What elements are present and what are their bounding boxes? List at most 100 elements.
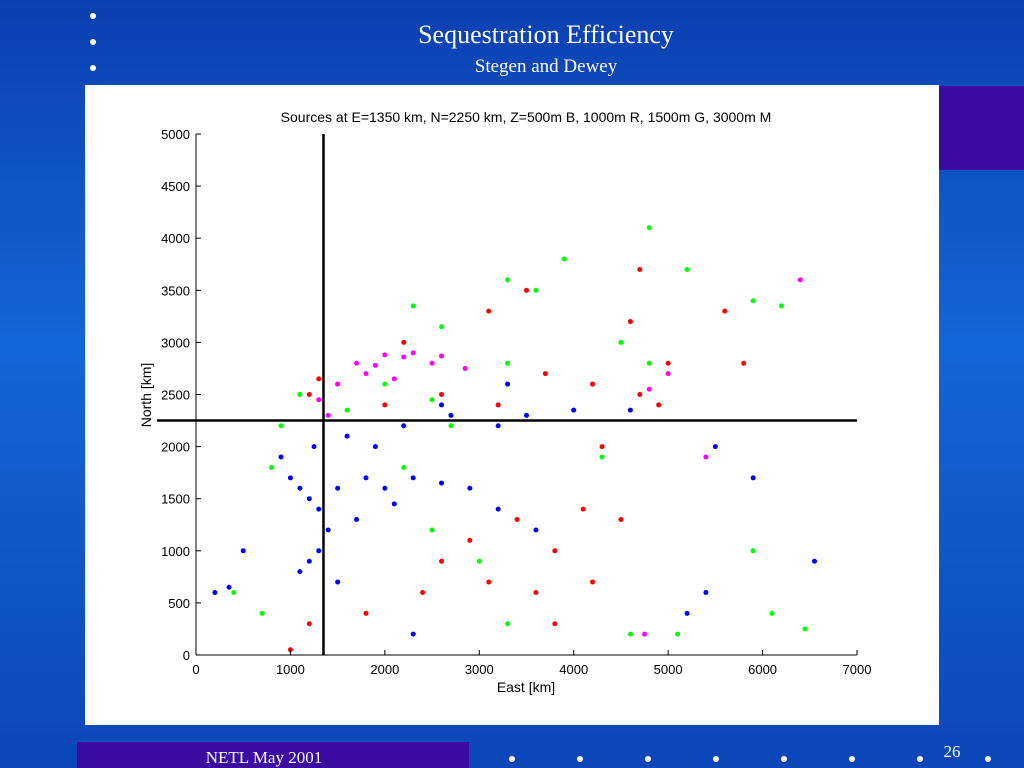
- y-tick-label: 3000: [161, 335, 190, 350]
- chart-title: Sources at E=1350 km, N=2250 km, Z=500m …: [281, 109, 772, 125]
- scatter-point: [646, 360, 652, 366]
- footer-bar: NETL May 2001: [77, 742, 469, 768]
- scatter-point: [750, 475, 756, 481]
- scatter-point: [552, 548, 558, 554]
- scatter-point: [684, 266, 690, 272]
- x-axis-label: East [km]: [497, 679, 555, 695]
- axis-ticks: 0 1000 2000 3000 4000 5000 6000 7000 0 500 1000 150…: [161, 127, 871, 677]
- x-tick-label: 5000: [654, 662, 683, 677]
- scatter-point: [226, 584, 232, 590]
- scatter-point: [335, 579, 341, 585]
- scatter-point: [363, 475, 369, 481]
- scatter-point: [712, 444, 718, 450]
- scatter-point: [769, 610, 775, 616]
- scatter-point: [439, 480, 445, 486]
- scatter-point: [637, 266, 643, 272]
- scatter-point: [665, 360, 671, 366]
- scatter-point: [287, 475, 293, 481]
- scatter-point: [448, 412, 454, 418]
- scatter-point: [382, 381, 388, 387]
- scatter-point: [439, 402, 445, 408]
- scatter-point: [316, 548, 322, 554]
- scatter-point: [297, 392, 303, 397]
- scatter-point: [741, 360, 747, 366]
- scatter-point: [812, 558, 818, 564]
- scatter-point: [590, 579, 596, 585]
- scatter-point: [410, 303, 416, 309]
- y-tick-label: 2500: [161, 388, 190, 403]
- scatter-point: [571, 407, 577, 413]
- scatter-point: [439, 558, 445, 564]
- scatter-point: [325, 527, 331, 533]
- scatter-point: [656, 402, 662, 408]
- scatter-point: [354, 360, 360, 366]
- scatter-point: [524, 412, 529, 418]
- scatter-point: [344, 433, 350, 439]
- scatter-point: [533, 527, 539, 533]
- scatter-point: [486, 308, 492, 314]
- footer-dot-6: [849, 756, 855, 762]
- scatter-point: [514, 517, 520, 523]
- scatter-point: [561, 256, 567, 262]
- scatter-point: [590, 381, 596, 387]
- scatter-point: [278, 423, 284, 429]
- scatter-point: [542, 371, 548, 377]
- scatter-point: [306, 558, 312, 564]
- scatter-point: [401, 339, 407, 345]
- scatter-point: [448, 423, 454, 429]
- scatter-point: [240, 548, 246, 554]
- scatter-point: [642, 631, 648, 637]
- scatter-point: [618, 339, 624, 345]
- scatter-point: [325, 412, 331, 418]
- scatter-point: [382, 485, 388, 491]
- scatter-point: [259, 610, 265, 616]
- scatter-point: [802, 626, 808, 632]
- scatter-point: [297, 485, 303, 491]
- scatter-point: [646, 225, 652, 231]
- scatter-point: [354, 517, 360, 523]
- scatter-point: [363, 610, 369, 616]
- scatter-point: [703, 589, 709, 595]
- scatter-point: [646, 386, 652, 392]
- scatter-point: [599, 454, 605, 460]
- y-tick-label: 2000: [161, 440, 190, 455]
- footer-dot-5: [781, 756, 787, 762]
- y-axis-label: North [km]: [138, 363, 154, 428]
- scatter-point: [439, 353, 445, 359]
- scatter-point: [533, 287, 539, 293]
- scatter-point: [429, 397, 435, 403]
- footer-dot-8: [985, 756, 991, 762]
- scatter-point: [665, 371, 671, 377]
- scatter-point: [722, 308, 728, 314]
- bullet-dot-1: [90, 13, 96, 19]
- y-tick-label: 1000: [161, 544, 190, 559]
- scatter-point: [372, 444, 378, 450]
- scatter-point: [797, 277, 803, 283]
- scatter-point: [505, 381, 511, 387]
- scatter-point: [335, 381, 341, 387]
- footer-dot-2: [577, 756, 583, 762]
- scatter-point: [335, 485, 341, 491]
- x-tick-label: 2000: [370, 662, 399, 677]
- y-tick-label: 3500: [161, 283, 190, 298]
- footer-text: NETL May 2001: [205, 748, 323, 767]
- x-tick-label: 6000: [748, 662, 777, 677]
- scatter-point: [627, 319, 633, 325]
- scatter-point: [297, 569, 303, 575]
- scatter-point: [778, 303, 784, 309]
- scatter-point: [533, 589, 539, 595]
- scatter-point: [552, 621, 558, 627]
- scatter-point: [410, 350, 416, 356]
- scatter-point: [467, 537, 473, 543]
- scatter-point: [311, 444, 317, 450]
- scatter-point: [524, 287, 529, 293]
- y-tick-label: 500: [168, 596, 190, 611]
- scatter-point: [750, 298, 756, 304]
- scatter-chart: Sources at E=1350 km, N=2250 km, Z=500m …: [138, 109, 871, 695]
- scatter-point: [420, 589, 426, 595]
- scatter-point: [627, 631, 633, 637]
- scatter-point: [344, 407, 350, 413]
- x-tick-label: 7000: [843, 662, 872, 677]
- y-tick-label: 4000: [161, 231, 190, 246]
- scatter-point: [495, 506, 501, 512]
